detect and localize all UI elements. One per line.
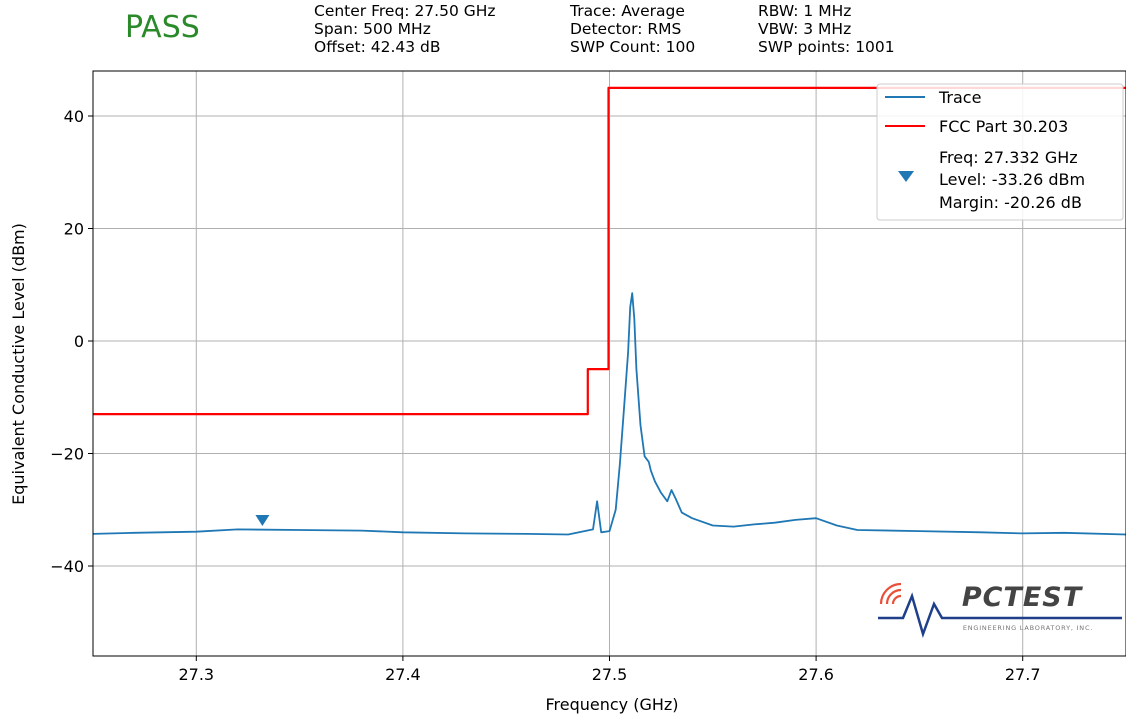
legend-marker-freq: Freq: 27.332 GHz [939, 148, 1078, 167]
logo-subtext: ENGINEERING LABORATORY, INC. [963, 624, 1093, 632]
info-column-bandwidth: RBW: 1 MHz VBW: 3 MHz SWP points: 1001 [758, 2, 895, 56]
x-tick-label: 27.5 [592, 665, 628, 684]
y-tick-label: −40 [50, 557, 84, 576]
info-column-frequency: Center Freq: 27.50 GHz Span: 500 MHz Off… [314, 2, 496, 56]
span-text: Span: 500 MHz [314, 20, 431, 38]
legend: Trace FCC Part 30.203 Freq: 27.332 GHz L… [876, 83, 1124, 221]
vbw-text: VBW: 3 MHz [758, 20, 852, 38]
legend-marker-icon [898, 171, 914, 182]
legend-box [876, 83, 1124, 221]
marker-triangle [255, 515, 270, 526]
series [92, 86, 1126, 536]
x-tick-label: 27.7 [1005, 665, 1041, 684]
x-tick-label: 27.4 [385, 665, 421, 684]
x-tick-label: 27.6 [798, 665, 834, 684]
measurement-header: PASS Center Freq: 27.50 GHz Span: 500 MH… [0, 0, 1126, 70]
y-tick-label: 20 [64, 220, 84, 239]
x-axis-label: Frequency (GHz) [545, 695, 678, 714]
y-tick-label: 0 [74, 332, 84, 351]
y-tick-label: −20 [50, 445, 84, 464]
info-column-trace: Trace: Average Detector: RMS SWP Count: … [570, 2, 695, 56]
center-freq-text: Center Freq: 27.50 GHz [314, 2, 496, 20]
sweep-count-text: SWP Count: 100 [570, 38, 696, 56]
legend-limit-label: FCC Part 30.203 [939, 117, 1068, 136]
legend-trace-label: Trace [938, 88, 981, 107]
y-axis-label: Equivalent Conductive Level (dBm) [9, 223, 28, 505]
axis-ticks: 27.3 27.4 27.5 27.6 27.7 40 20 0 −20 −40 [50, 107, 1040, 684]
rbw-text: RBW: 1 MHz [758, 2, 852, 20]
marker [255, 515, 270, 526]
x-tick-label: 27.3 [178, 665, 214, 684]
pctest-logo: PCTEST ENGINEERING LABORATORY, INC. [878, 582, 1122, 639]
logo-text: PCTEST [962, 582, 1084, 613]
sweep-points-text: SWP points: 1001 [758, 38, 895, 56]
series-line-trace [92, 292, 1126, 536]
trace-mode-text: Trace: Average [570, 2, 685, 20]
pass-status: PASS [125, 10, 200, 45]
offset-text: Offset: 42.43 dB [314, 38, 441, 56]
pulse-line-icon [878, 592, 1122, 639]
detector-text: Detector: RMS [570, 20, 682, 38]
signal-waves-icon [879, 582, 902, 605]
y-tick-label: 40 [64, 107, 84, 126]
legend-marker-level: Level: -33.26 dBm [939, 170, 1085, 189]
legend-marker-margin: Margin: -20.26 dB [939, 193, 1082, 212]
series-line-limit [93, 86, 1126, 416]
